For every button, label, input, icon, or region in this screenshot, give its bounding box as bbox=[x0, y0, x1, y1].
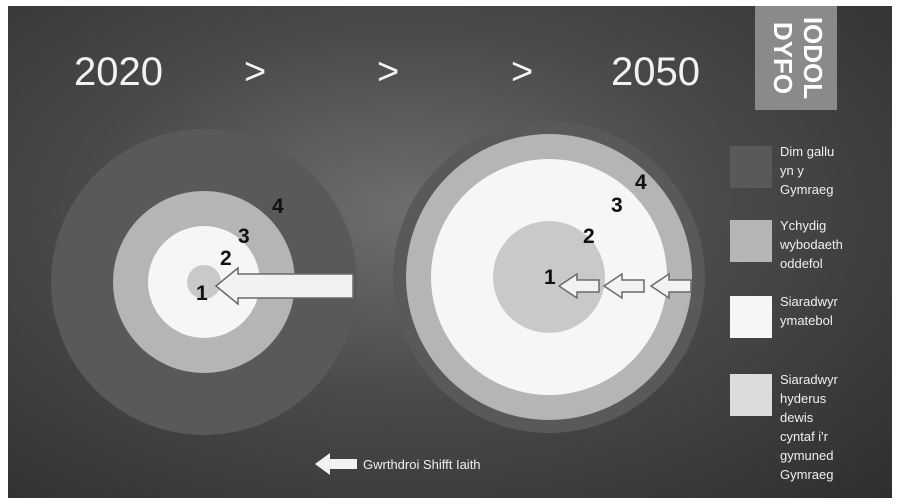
ring-core bbox=[493, 221, 605, 333]
legend-label: Dim gallu yn y Gymraeg bbox=[780, 144, 835, 197]
circle-2020: 1 2 3 4 bbox=[51, 129, 357, 435]
language-shift-diagram: 1 2 3 4 1 2 3 4 bbox=[51, 121, 705, 435]
arrow-left-icon bbox=[214, 266, 354, 306]
ring-core bbox=[187, 265, 221, 299]
ring-label-3: 3 bbox=[238, 225, 250, 248]
ring-label-3: 3 bbox=[611, 194, 623, 217]
arrow-left-icon bbox=[649, 272, 692, 300]
timeline-separator: > bbox=[511, 51, 534, 93]
logo-line-2: DYFO bbox=[768, 22, 798, 94]
logo: IODOL DYFO bbox=[755, 6, 837, 110]
circle-2050: 1 2 3 4 bbox=[393, 121, 705, 433]
ring-label-4: 4 bbox=[272, 195, 284, 218]
legend-swatch bbox=[730, 374, 772, 416]
year-start: 2020 bbox=[74, 50, 163, 94]
legend-swatch bbox=[730, 296, 772, 338]
ring-label-4: 4 bbox=[635, 171, 647, 194]
ring-label-2: 2 bbox=[583, 225, 595, 248]
year-end: 2050 bbox=[611, 50, 700, 94]
slide: 2020 > > > 2050 IODOL DYFO 1 2 3 4 bbox=[8, 6, 892, 498]
legend-swatch bbox=[730, 220, 772, 262]
legend-label: Siaradwyr ymatebol bbox=[780, 294, 838, 328]
legend-label: Ychydig wybodaeth oddefol bbox=[780, 218, 843, 271]
timeline-separator: > bbox=[377, 51, 400, 93]
legend-swatch bbox=[730, 146, 772, 188]
ring-label-1: 1 bbox=[196, 282, 208, 305]
shift-label: Gwrthdroi Shifft Iaith bbox=[363, 457, 481, 472]
timeline-separator: > bbox=[244, 51, 267, 93]
ring-label-1: 1 bbox=[544, 266, 556, 289]
shift-arrow-icon bbox=[315, 453, 357, 475]
logo-line-1: IODOL bbox=[798, 17, 828, 99]
arrow-left-icon bbox=[557, 272, 600, 300]
arrow-left-icon bbox=[602, 272, 645, 300]
legend-label: Siaradwyr hyderus dewis cyntaf i'r gymun… bbox=[780, 372, 838, 482]
ring-label-2: 2 bbox=[220, 247, 232, 270]
